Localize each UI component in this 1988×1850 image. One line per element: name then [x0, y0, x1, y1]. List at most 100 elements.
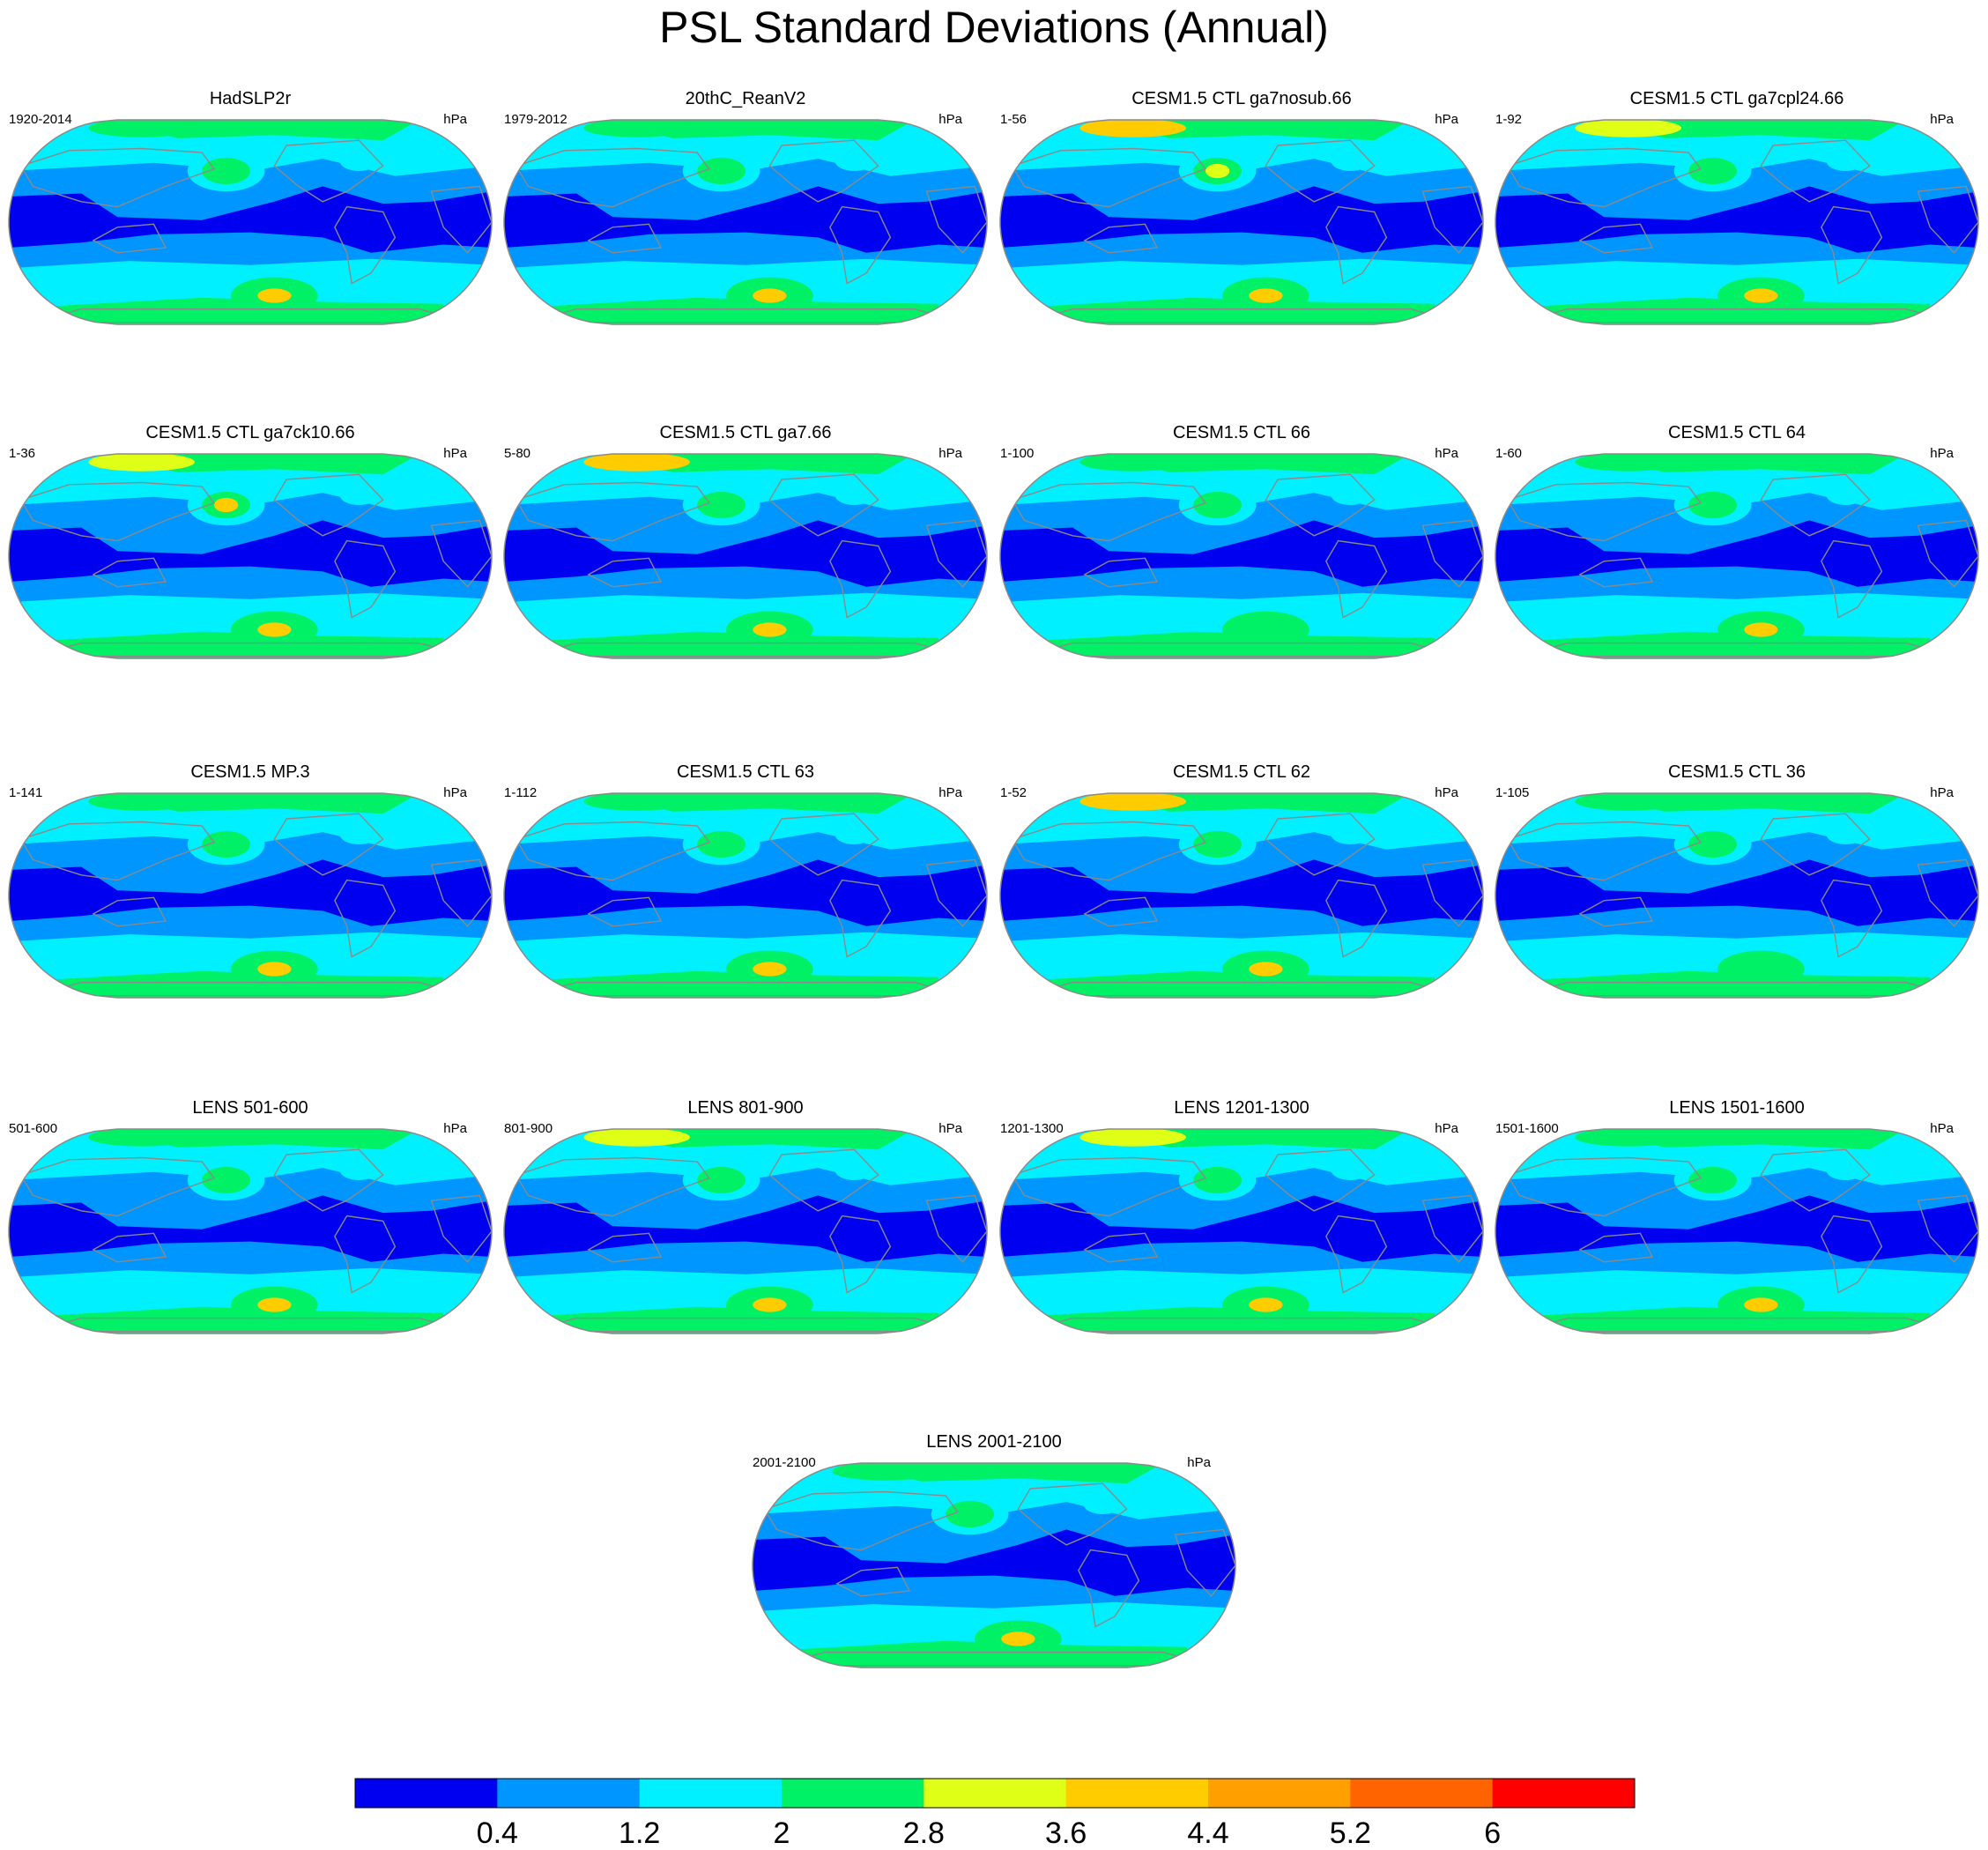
- australia-outline: [92, 223, 167, 254]
- australia-outline: [835, 1566, 911, 1597]
- panel-title: CESM1.5 CTL ga7.66: [660, 423, 832, 442]
- map-panel: CESM1.5 MP.3 1-141 hPa: [8, 762, 493, 999]
- map-border: [999, 453, 1484, 659]
- panel-title: CESM1.5 CTL ga7cpl24.66: [1630, 89, 1844, 108]
- africa-outline: [925, 519, 987, 588]
- arctic-max: [1079, 793, 1186, 811]
- map-panel: LENS 801-900 801-900 hPa: [503, 1098, 988, 1334]
- map-panel: CESM1.5 CTL 66 1-100 hPa: [999, 423, 1484, 659]
- north-pacific-core: [697, 1166, 746, 1194]
- north-america-outline: [1760, 813, 1871, 876]
- south-america-outline: [334, 205, 397, 285]
- panel-period-label: 2001-2100: [753, 1455, 816, 1470]
- south-pacific-peak: [753, 962, 787, 977]
- southern-ocean-strip: [1543, 1306, 1931, 1334]
- arctic-max: [88, 120, 195, 137]
- map-border: [999, 119, 1484, 325]
- tropical-low-band: [9, 1195, 492, 1262]
- panel-period-label: 1501-1600: [1495, 1121, 1559, 1136]
- south-pacific-peak: [257, 288, 292, 303]
- africa-outline: [1917, 519, 1978, 588]
- tropical-low-band: [9, 186, 492, 253]
- map-panel: CESM1.5 CTL ga7nosub.66 1-56 hPa: [999, 89, 1484, 325]
- map-panel: LENS 501-600 501-600 hPa: [8, 1098, 493, 1334]
- south-pacific-peak: [1001, 1631, 1035, 1646]
- africa-outline: [925, 1194, 987, 1263]
- panel-units-label: hPa: [938, 1121, 962, 1136]
- southern-ocean-strip: [56, 970, 444, 998]
- page-title: PSL Standard Deviations (Annual): [659, 3, 1329, 52]
- panel-units-label: hPa: [1930, 446, 1954, 461]
- south-pacific-peak: [1249, 1297, 1283, 1312]
- arctic-max: [1079, 1129, 1186, 1147]
- southern-ocean-strip: [1048, 631, 1435, 658]
- africa-outline: [1421, 519, 1483, 588]
- north-pacific-core: [1193, 830, 1242, 858]
- asia-outline: [515, 147, 711, 208]
- south-america-outline: [1325, 205, 1388, 285]
- tropical-low-band: [1000, 186, 1483, 253]
- southern-ocean-strip: [1048, 970, 1435, 998]
- colorbar-tick-label: 4.4: [1187, 1817, 1228, 1850]
- tropical-low-band: [9, 859, 492, 926]
- tropical-low-band: [504, 859, 987, 926]
- panel-period-label: 5-80: [504, 446, 530, 461]
- australia-outline: [1578, 557, 1654, 588]
- south-america-outline: [1078, 1549, 1140, 1628]
- south-america-outline: [1821, 539, 1883, 619]
- panel-period-label: 501-600: [9, 1121, 57, 1136]
- panel-period-label: 1-141: [9, 785, 42, 800]
- south-america-outline: [829, 205, 892, 285]
- north-america-outline: [1760, 139, 1871, 203]
- north-pacific-core: [1688, 491, 1737, 519]
- asia-outline: [1506, 481, 1702, 542]
- north-america-outline: [1265, 813, 1376, 876]
- panel-title: CESM1.5 MP.3: [190, 762, 309, 782]
- australia-outline: [1578, 896, 1654, 927]
- panel-title: 20thC_ReanV2: [686, 89, 806, 108]
- panel-units-label: hPa: [938, 785, 962, 800]
- southern-ocean-strip: [1048, 297, 1435, 324]
- north-pacific-core: [1688, 830, 1737, 858]
- asia-outline: [515, 821, 711, 881]
- north-atlantic-max: [1826, 150, 1866, 171]
- colorbar-tick-label: 2: [774, 1817, 790, 1850]
- map-border: [503, 792, 988, 999]
- north-pacific-core: [202, 157, 250, 185]
- asia-outline: [1011, 481, 1207, 542]
- panel-title: CESM1.5 CTL 62: [1173, 762, 1310, 782]
- colorbar-swatch: [497, 1779, 641, 1808]
- arctic-max: [583, 1129, 690, 1147]
- colorbar-swatch: [355, 1779, 498, 1808]
- map-border: [1495, 119, 1979, 325]
- colorbar-swatch: [924, 1779, 1067, 1808]
- southern-ocean-strip: [56, 1306, 444, 1334]
- australia-outline: [1083, 557, 1159, 588]
- panel-title: LENS 1501-1600: [1669, 1098, 1804, 1118]
- north-america-outline: [768, 1148, 879, 1212]
- map-panel: CESM1.5 CTL 63 1-112 hPa: [503, 762, 988, 999]
- map-border: [999, 1128, 1484, 1334]
- tropical-low-band: [504, 520, 987, 587]
- north-america-outline: [1760, 473, 1871, 537]
- arctic-max: [832, 1463, 938, 1481]
- north-pacific-core: [1688, 1166, 1737, 1194]
- north-pacific-peak: [213, 497, 239, 513]
- north-atlantic-max: [339, 484, 379, 506]
- map-panel: 20thC_ReanV2 1979-2012 hPa: [503, 89, 988, 325]
- panel-period-label: 1-56: [1000, 112, 1027, 127]
- panel-units-label: hPa: [938, 112, 962, 127]
- panel-period-label: 1-105: [1495, 785, 1529, 800]
- south-pacific-peak: [1249, 962, 1283, 977]
- north-pacific-core: [1193, 1166, 1242, 1194]
- south-america-outline: [1325, 539, 1388, 619]
- colorbar-swatch: [639, 1779, 783, 1808]
- australia-outline: [1578, 1232, 1654, 1263]
- north-america-outline: [1265, 1148, 1376, 1212]
- south-america-outline: [829, 879, 892, 958]
- asia-outline: [1506, 1156, 1702, 1217]
- arctic-max: [1079, 120, 1186, 137]
- south-america-outline: [1325, 879, 1388, 958]
- panel-units-label: hPa: [443, 785, 467, 800]
- panel-units-label: hPa: [1435, 1121, 1458, 1136]
